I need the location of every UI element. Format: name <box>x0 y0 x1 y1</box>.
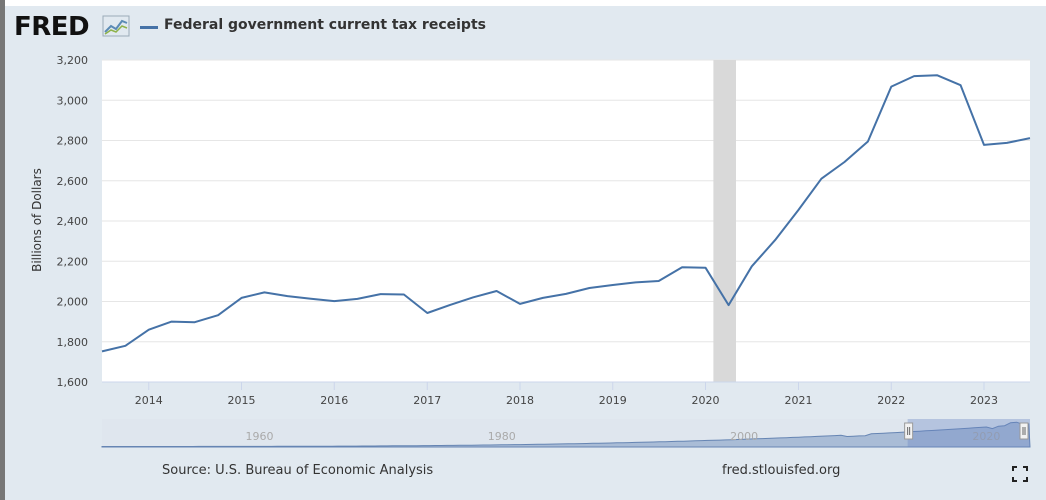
navigator-selection <box>907 419 1030 447</box>
expand-icon[interactable] <box>1012 466 1028 482</box>
y-tick-label: 2,600 <box>57 175 89 188</box>
x-tick-label: 2016 <box>320 394 348 407</box>
x-tick-label: 2023 <box>970 394 998 407</box>
x-tick-label: 2017 <box>413 394 441 407</box>
fred-logo[interactable]: FRED <box>14 12 90 42</box>
y-tick-label: 3,000 <box>57 94 89 107</box>
y-tick-label: 3,200 <box>57 54 89 67</box>
window-edge <box>0 0 5 500</box>
y-tick-label: 2,000 <box>57 296 89 309</box>
navigator-area <box>101 421 1031 448</box>
x-tick-label: 2019 <box>599 394 627 407</box>
source-note: Source: U.S. Bureau of Economic Analysis <box>162 463 434 478</box>
navigator-tick-label: 1980 <box>488 430 516 443</box>
y-tick-label: 1,600 <box>57 376 89 389</box>
navigator-tick-label: 1960 <box>245 430 273 443</box>
x-tick-label: 2018 <box>506 394 534 407</box>
recession-band <box>713 60 736 382</box>
site-link[interactable]: fred.stlouisfed.org <box>722 463 841 478</box>
x-tick-label: 2022 <box>877 394 905 407</box>
legend-label[interactable]: Federal government current tax receipts <box>164 17 486 33</box>
x-tick-label: 2021 <box>785 394 813 407</box>
legend-swatch <box>140 26 158 29</box>
y-tick-label: 1,800 <box>57 336 89 349</box>
navigator-tick-label: 2020 <box>972 430 1000 443</box>
x-tick-label: 2015 <box>228 394 256 407</box>
navigator-handle-left[interactable] <box>904 422 914 440</box>
y-tick-label: 2,200 <box>57 255 89 268</box>
top-strip <box>5 0 1046 6</box>
navigator-handle-right[interactable] <box>1019 422 1029 440</box>
line-graph-icon <box>102 15 130 37</box>
x-tick-label: 2014 <box>135 394 163 407</box>
series-line <box>101 74 1031 353</box>
y-tick-label: 2,800 <box>57 135 89 148</box>
navigator-tick-label: 2000 <box>730 430 758 443</box>
x-tick-label: 2020 <box>692 394 720 407</box>
y-tick-label: 2,400 <box>57 215 89 228</box>
